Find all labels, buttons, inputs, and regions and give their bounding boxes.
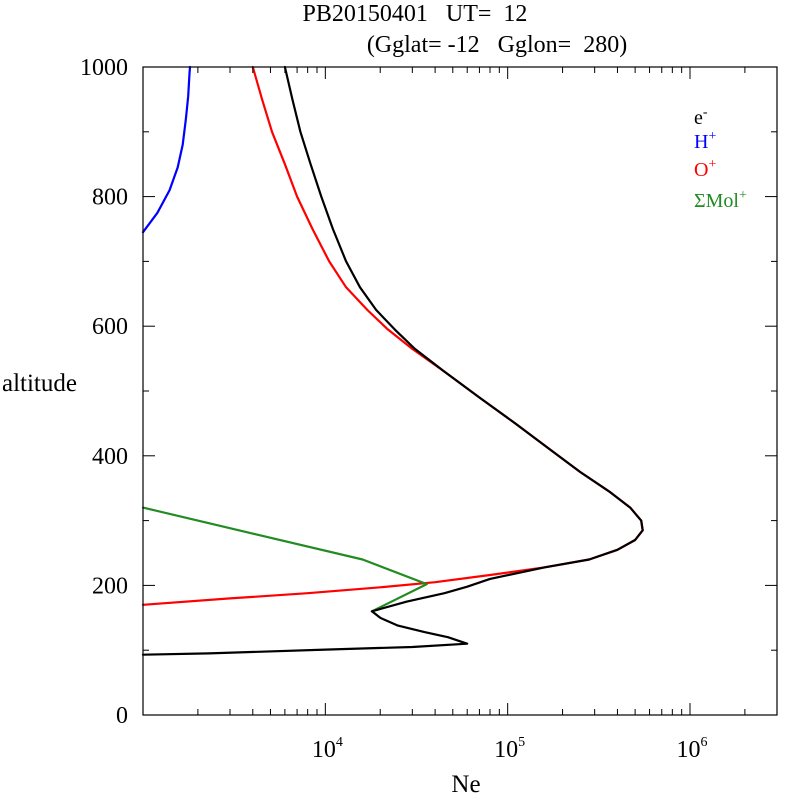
series-line-o	[141, 65, 644, 606]
plot-series	[141, 65, 644, 656]
y-tick-label: 600	[92, 314, 128, 340]
series-line-h	[141, 65, 192, 234]
legend-item: e-	[694, 105, 708, 129]
series-line-e	[141, 65, 644, 656]
legend-item: H+	[694, 129, 716, 153]
y-tick-label: 0	[116, 703, 128, 729]
y-tick-label: 800	[92, 185, 128, 211]
y-axis-label: altitude	[2, 370, 77, 397]
chart-title-line2: (Gglat= -12 Gglon= 280)	[367, 32, 627, 58]
legend-item: O+	[694, 157, 716, 181]
x-tick-label: 105	[494, 735, 525, 763]
y-axis: 0 200 400 600 800 1000	[80, 55, 777, 729]
x-tick-label: 106	[677, 735, 708, 763]
y-tick-label: 1000	[80, 55, 128, 81]
legend-item: ΣMol+	[694, 188, 747, 212]
series-line-mol	[141, 506, 428, 613]
plot-border	[142, 66, 778, 716]
legend: e-H+ O+ ΣMol+	[694, 105, 747, 212]
y-tick-label: 400	[92, 444, 128, 470]
y-tick-label: 200	[92, 573, 128, 599]
chart-title-line1: PB20150401 UT= 12	[303, 1, 528, 27]
x-axis: 104 105 106	[142, 67, 778, 763]
plot-frame	[142, 66, 778, 716]
x-tick-label: 104	[312, 735, 343, 763]
x-axis-label: Ne	[451, 771, 480, 796]
